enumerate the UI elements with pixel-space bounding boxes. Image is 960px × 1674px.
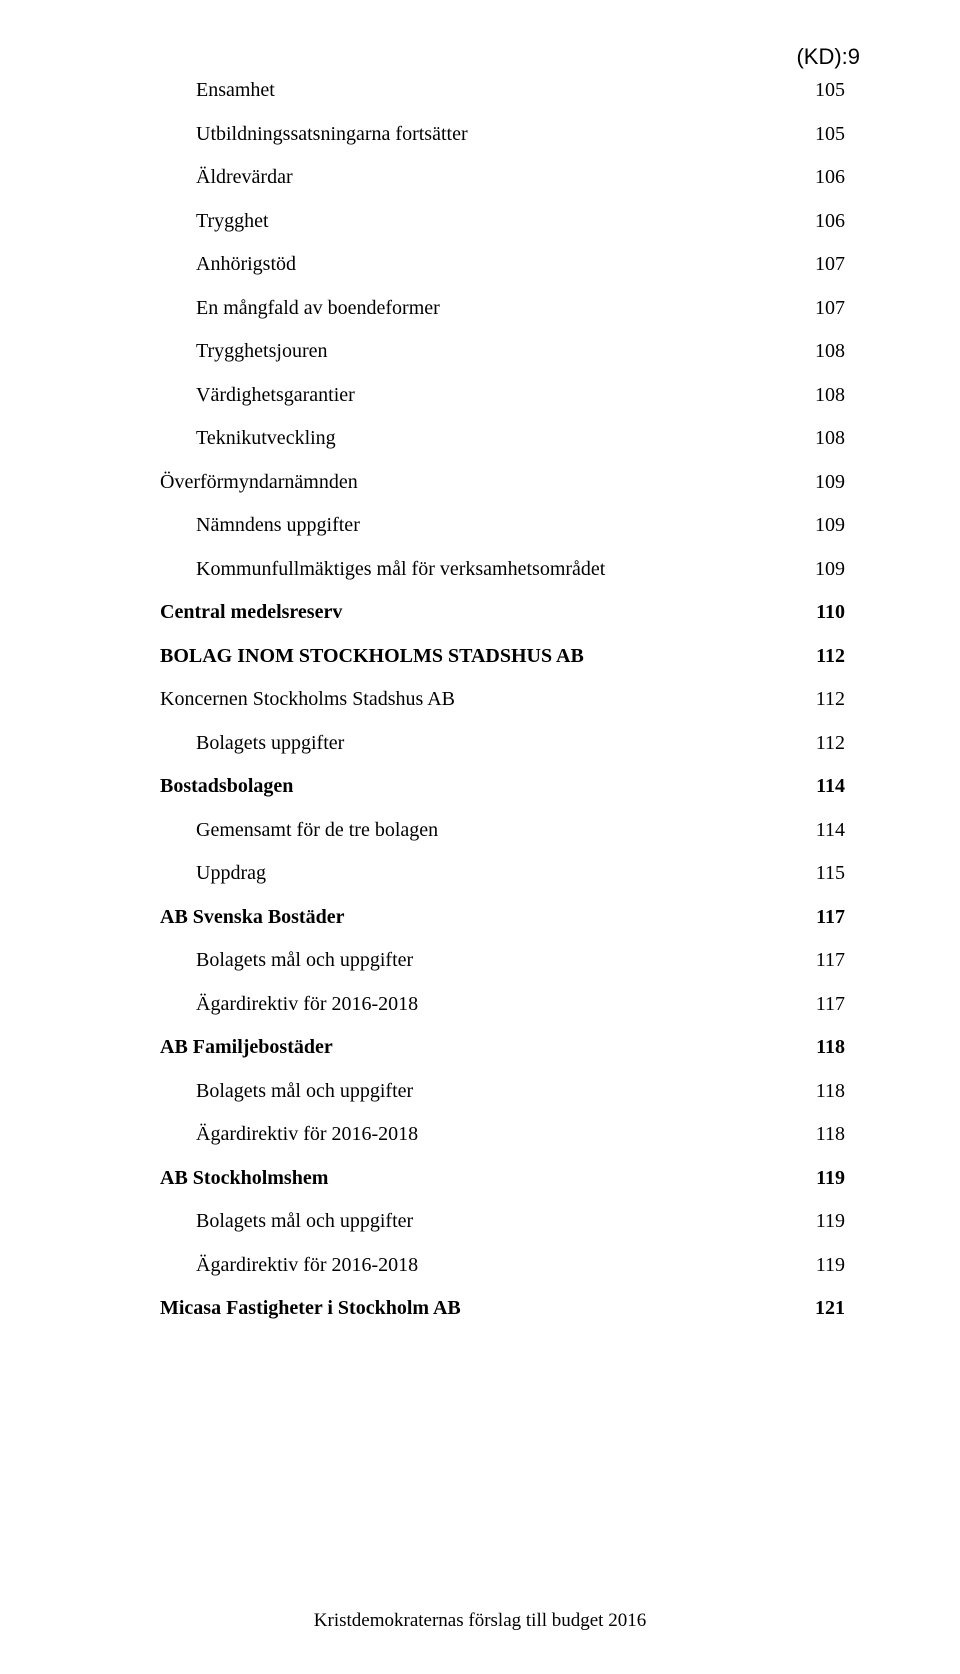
- toc-entry-page: 106: [815, 165, 845, 189]
- toc-entry-label: Utbildningssatsningarna fortsätter: [196, 122, 468, 146]
- toc-entry-page: 119: [816, 1209, 845, 1233]
- toc-entry: Bostadsbolagen 114: [160, 774, 845, 798]
- toc-entry-label: Bostadsbolagen: [160, 774, 293, 798]
- toc-entry-page: 109: [815, 513, 845, 537]
- toc-entry-label: BOLAG INOM STOCKHOLMS STADSHUS AB: [160, 644, 584, 668]
- toc-entry-label: En mångfald av boendeformer: [196, 296, 440, 320]
- toc-entry-label: Ägardirektiv för 2016-2018: [196, 1122, 418, 1146]
- toc-entry-label: Äldrevärdar: [196, 165, 293, 189]
- toc-entry-page: 107: [815, 296, 845, 320]
- toc-entry-label: AB Stockholmshem: [160, 1166, 328, 1190]
- toc-entry: Bolagets mål och uppgifter 119: [196, 1209, 845, 1233]
- toc-entry-label: Gemensamt för de tre bolagen: [196, 818, 438, 842]
- toc-entry-label: Värdighetsgarantier: [196, 383, 355, 407]
- table-of-contents: Ensamhet105Utbildningssatsningarna forts…: [160, 78, 845, 1320]
- toc-entry: Uppdrag 115: [196, 861, 845, 885]
- toc-entry-page: 121: [815, 1296, 845, 1320]
- toc-entry: Ägardirektiv för 2016-2018 119: [196, 1253, 845, 1277]
- toc-entry-page: 108: [815, 426, 845, 450]
- toc-entry-label: Ensamhet: [196, 78, 275, 102]
- toc-entry: Ägardirektiv för 2016-2018 118: [196, 1122, 845, 1146]
- toc-entry-page: 118: [816, 1122, 845, 1146]
- toc-entry: Trygghet 106: [196, 209, 845, 233]
- toc-entry-label: Micasa Fastigheter i Stockholm AB: [160, 1296, 461, 1320]
- toc-entry: Överförmyndarnämnden 109: [160, 470, 845, 494]
- toc-entry-label: AB Svenska Bostäder: [160, 905, 344, 929]
- toc-entry-page: 114: [816, 818, 845, 842]
- toc-entry-page: 119: [816, 1166, 845, 1190]
- toc-entry-label: Bolagets mål och uppgifter: [196, 1209, 413, 1233]
- toc-entry: Central medelsreserv 110: [160, 600, 845, 624]
- toc-entry: Koncernen Stockholms Stadshus AB 112: [160, 687, 845, 711]
- toc-entry: AB Familjebostäder 118: [160, 1035, 845, 1059]
- page-corner-label: (KD):9: [796, 44, 860, 70]
- toc-entry-label: Uppdrag: [196, 861, 266, 885]
- toc-entry-page: 114: [816, 774, 845, 798]
- toc-entry-page: 110: [816, 600, 845, 624]
- toc-entry-page: 105: [815, 78, 845, 102]
- toc-entry-page: 117: [816, 992, 845, 1016]
- toc-entry: AB Stockholmshem 119: [160, 1166, 845, 1190]
- toc-entry: Nämndens uppgifter 109: [196, 513, 845, 537]
- toc-entry: Äldrevärdar 106: [196, 165, 845, 189]
- toc-entry-page: 108: [815, 383, 845, 407]
- toc-entry: En mångfald av boendeformer 107: [196, 296, 845, 320]
- toc-entry: Utbildningssatsningarna fortsätter 105: [196, 122, 845, 146]
- toc-entry-label: Teknikutveckling: [196, 426, 336, 450]
- toc-entry-label: Koncernen Stockholms Stadshus AB: [160, 687, 455, 711]
- toc-entry-label: AB Familjebostäder: [160, 1035, 333, 1059]
- toc-entry: Teknikutveckling 108: [196, 426, 845, 450]
- toc-entry-page: 109: [815, 470, 845, 494]
- toc-entry: Anhörigstöd 107: [196, 252, 845, 276]
- toc-entry-label: Nämndens uppgifter: [196, 513, 360, 537]
- toc-entry-label: Ägardirektiv för 2016-2018: [196, 992, 418, 1016]
- toc-entry-page: 117: [816, 905, 845, 929]
- page-footer: Kristdemokraternas förslag till budget 2…: [0, 1610, 960, 1632]
- toc-entry-page: 119: [816, 1253, 845, 1277]
- toc-entry: Bolagets uppgifter 112: [196, 731, 845, 755]
- toc-entry-label: Trygghetsjouren: [196, 339, 327, 363]
- toc-entry: Bolagets mål och uppgifter 117: [196, 948, 845, 972]
- toc-entry: Micasa Fastigheter i Stockholm AB 121: [160, 1296, 845, 1320]
- toc-entry-label: Anhörigstöd: [196, 252, 296, 276]
- toc-entry-page: 117: [816, 948, 845, 972]
- toc-entry: Trygghetsjouren 108: [196, 339, 845, 363]
- toc-entry: Gemensamt för de tre bolagen 114: [196, 818, 845, 842]
- toc-entry: Värdighetsgarantier 108: [196, 383, 845, 407]
- toc-entry: Ägardirektiv för 2016-2018 117: [196, 992, 845, 1016]
- toc-entry: Kommunfullmäktiges mål för verksamhetsom…: [196, 557, 845, 581]
- toc-entry-page: 109: [815, 557, 845, 581]
- toc-entry: AB Svenska Bostäder 117: [160, 905, 845, 929]
- toc-entry-page: 105: [815, 122, 845, 146]
- toc-entry-page: 107: [815, 252, 845, 276]
- toc-entry-page: 112: [816, 687, 845, 711]
- toc-entry: Ensamhet 105: [196, 78, 845, 102]
- toc-entry-label: Kommunfullmäktiges mål för verksamhetsom…: [196, 557, 605, 581]
- toc-entry-label: Ägardirektiv för 2016-2018: [196, 1253, 418, 1277]
- toc-entry-label: Bolagets uppgifter: [196, 731, 344, 755]
- toc-entry-page: 108: [815, 339, 845, 363]
- toc-entry-page: 118: [816, 1035, 845, 1059]
- toc-entry-page: 118: [816, 1079, 845, 1103]
- toc-entry-page: 112: [816, 731, 845, 755]
- toc-entry-label: Central medelsreserv: [160, 600, 342, 624]
- toc-entry-label: Bolagets mål och uppgifter: [196, 1079, 413, 1103]
- toc-entry-label: Trygghet: [196, 209, 269, 233]
- toc-entry-label: Bolagets mål och uppgifter: [196, 948, 413, 972]
- document-page: (KD):9 Ensamhet105Utbildningssatsningarn…: [0, 0, 960, 1674]
- toc-entry: Bolagets mål och uppgifter 118: [196, 1079, 845, 1103]
- toc-entry: BOLAG INOM STOCKHOLMS STADSHUS AB 112: [160, 644, 845, 668]
- toc-entry-page: 115: [816, 861, 845, 885]
- toc-entry-page: 106: [815, 209, 845, 233]
- toc-entry-page: 112: [816, 644, 845, 668]
- toc-entry-label: Överförmyndarnämnden: [160, 470, 358, 494]
